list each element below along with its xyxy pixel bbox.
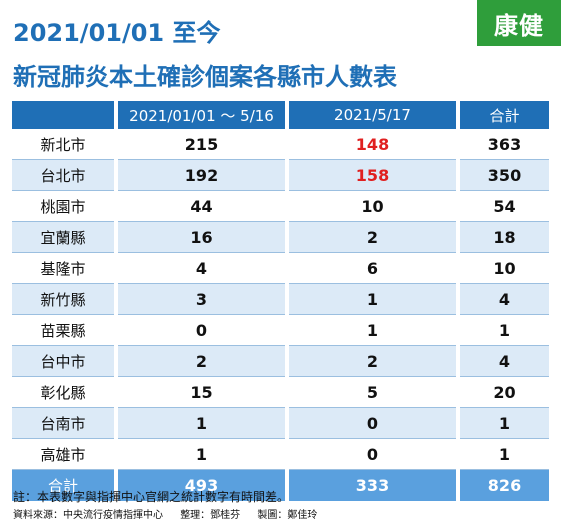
- row-total: 350: [456, 159, 549, 191]
- row-city: 台南市: [12, 407, 116, 439]
- table-header-row: 2021/01/01 ～ 5/16 2021/5/17 合計: [12, 101, 549, 129]
- total-day: 333: [285, 469, 458, 501]
- credits: 資料來源：中央流行疫情指揮中心 整理：鄧桂芬 製圖：鄭佳玲: [13, 506, 331, 521]
- total-label: 合計: [12, 469, 116, 501]
- table-row: 台南市 1 0 1: [12, 407, 549, 439]
- total-before: 493: [114, 469, 287, 501]
- row-city: 彰化縣: [12, 376, 116, 408]
- row-city: 台中市: [12, 345, 116, 377]
- row-before: 2: [114, 345, 287, 377]
- page-title: 新冠肺炎本土確診個案各縣市人數表: [13, 63, 397, 91]
- table-row: 基隆市 4 6 10: [12, 252, 549, 284]
- row-total: 18: [456, 221, 549, 253]
- row-day: 2: [285, 345, 458, 377]
- table-row: 台中市 2 2 4: [12, 345, 549, 377]
- header-city: [12, 101, 116, 129]
- row-before: 44: [114, 190, 287, 222]
- row-day: 0: [285, 407, 458, 439]
- row-before: 4: [114, 252, 287, 284]
- row-before: 1: [114, 407, 287, 439]
- brand-logo: 康健: [477, 0, 561, 46]
- row-day: 1: [285, 283, 458, 315]
- row-day: 148: [285, 129, 458, 160]
- row-total: 4: [456, 283, 549, 315]
- table-row: 新竹縣 3 1 4: [12, 283, 549, 315]
- row-total: 363: [456, 129, 549, 160]
- header-day: 2021/5/17: [285, 101, 458, 129]
- row-city: 宜蘭縣: [12, 221, 116, 253]
- header-total: 合計: [456, 101, 549, 129]
- row-before: 16: [114, 221, 287, 253]
- header-before: 2021/01/01 ～ 5/16: [114, 101, 287, 129]
- row-before: 1: [114, 438, 287, 470]
- row-city: 新竹縣: [12, 283, 116, 315]
- table-row: 宜蘭縣 16 2 18: [12, 221, 549, 253]
- table-row: 新北市 215 148 363: [12, 129, 549, 160]
- row-day: 5: [285, 376, 458, 408]
- credit-editor: 整理：鄧桂芬: [180, 510, 241, 521]
- table-row: 台北市 192 158 350: [12, 159, 549, 191]
- row-day: 6: [285, 252, 458, 284]
- row-day: 1: [285, 314, 458, 346]
- table-row: 彰化縣 15 5 20: [12, 376, 549, 408]
- row-city: 台北市: [12, 159, 116, 191]
- row-day: 10: [285, 190, 458, 222]
- row-city: 新北市: [12, 129, 116, 160]
- row-before: 15: [114, 376, 287, 408]
- row-total: 1: [456, 407, 549, 439]
- total-total: 826: [456, 469, 549, 501]
- row-total: 10: [456, 252, 549, 284]
- row-city: 苗栗縣: [12, 314, 116, 346]
- row-city: 高雄市: [12, 438, 116, 470]
- row-total: 20: [456, 376, 549, 408]
- cases-table: 2021/01/01 ～ 5/16 2021/5/17 合計 新北市 215 148…: [12, 101, 549, 501]
- row-before: 192: [114, 159, 287, 191]
- credit-maker: 製圖：鄭佳玲: [257, 510, 318, 521]
- page-title-date: 2021/01/01 至今: [13, 19, 221, 47]
- table-row: 高雄市 1 0 1: [12, 438, 549, 470]
- row-day: 158: [285, 159, 458, 191]
- row-day: 0: [285, 438, 458, 470]
- row-total: 1: [456, 314, 549, 346]
- row-city: 基隆市: [12, 252, 116, 284]
- row-total: 1: [456, 438, 549, 470]
- row-city: 桃園市: [12, 190, 116, 222]
- table-total-row: 合計 493 333 826: [12, 469, 549, 501]
- footnote: 註：本表數字與指揮中心官網之統計數字有時間差。: [13, 490, 290, 504]
- credit-source: 資料來源：中央流行疫情指揮中心: [13, 510, 163, 521]
- row-before: 215: [114, 129, 287, 160]
- table-row: 苗栗縣 0 1 1: [12, 314, 549, 346]
- row-before: 3: [114, 283, 287, 315]
- row-before: 0: [114, 314, 287, 346]
- table-row: 桃園市 44 10 54: [12, 190, 549, 222]
- row-total: 4: [456, 345, 549, 377]
- row-day: 2: [285, 221, 458, 253]
- row-total: 54: [456, 190, 549, 222]
